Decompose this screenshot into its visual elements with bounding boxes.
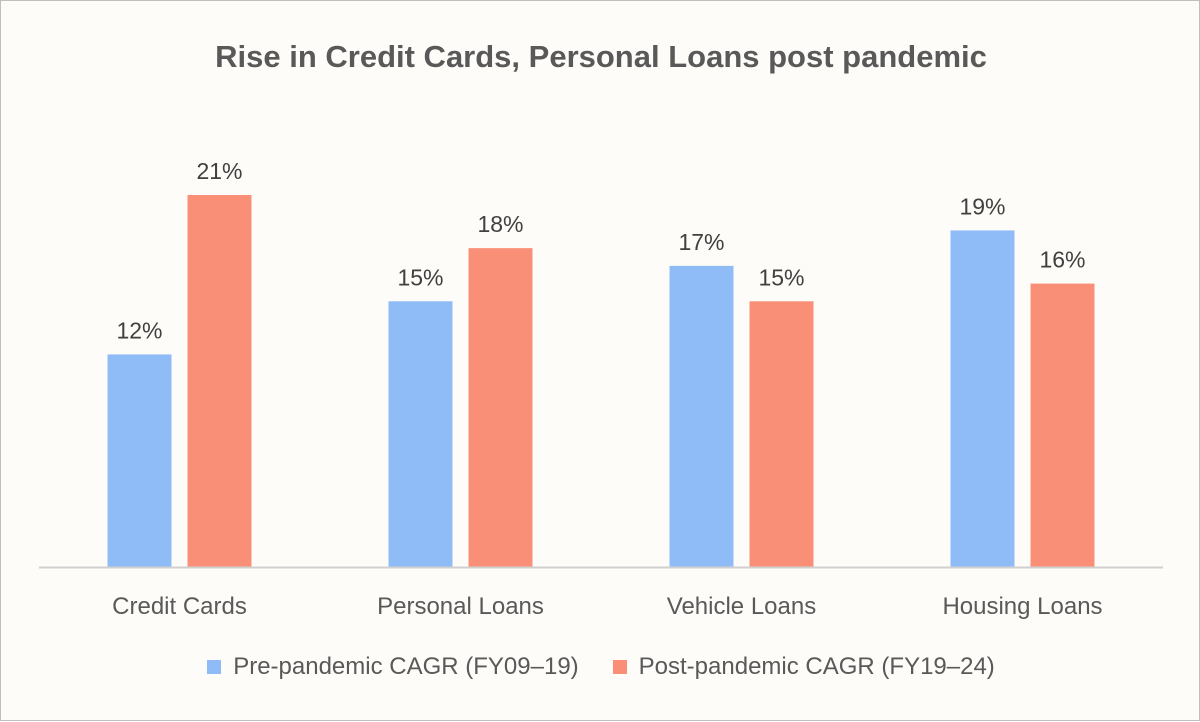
data-label-pre-personal-loans: 15% (397, 264, 443, 290)
x-tick-label-credit-cards: Credit Cards (112, 593, 247, 620)
data-label-pre-housing-loans: 19% (959, 193, 1005, 219)
data-label-pre-credit-cards: 12% (116, 317, 162, 343)
bar-post-housing-loans (1030, 283, 1095, 567)
legend-swatch-post-pandemic (612, 660, 627, 674)
data-label-post-vehicle-loans: 15% (758, 264, 804, 290)
chart-legend: Pre-pandemic CAGR (FY09–19) Post-pandemi… (1, 653, 1200, 681)
x-tick-label-housing-loans: Housing Loans (942, 593, 1102, 620)
bar-pre-housing-loans (950, 230, 1015, 567)
legend-swatch-pre-pandemic (207, 660, 222, 674)
x-tick-label-vehicle-loans: Vehicle Loans (667, 593, 816, 620)
data-label-pre-vehicle-loans: 17% (678, 229, 724, 255)
legend-item-post-pandemic: Post-pandemic CAGR (FY19–24) (612, 653, 995, 681)
bar-pre-credit-cards (107, 354, 172, 567)
legend-label-post-pandemic: Post-pandemic CAGR (FY19–24) (638, 653, 995, 680)
data-label-post-credit-cards: 21% (196, 158, 242, 184)
bar-post-personal-loans (468, 248, 533, 567)
chart-title: Rise in Credit Cards, Personal Loans pos… (215, 39, 987, 74)
legend-item-pre-pandemic: Pre-pandemic CAGR (FY09–19) (207, 653, 579, 681)
bar-post-vehicle-loans (749, 301, 814, 567)
bar-pre-personal-loans (388, 301, 453, 567)
x-tick-label-personal-loans: Personal Loans (377, 593, 544, 620)
bar-post-credit-cards (187, 195, 252, 567)
legend-label-pre-pandemic: Pre-pandemic CAGR (FY09–19) (233, 653, 579, 680)
data-label-post-personal-loans: 18% (477, 211, 523, 237)
bar-pre-vehicle-loans (669, 265, 734, 567)
data-label-post-housing-loans: 16% (1039, 247, 1085, 273)
